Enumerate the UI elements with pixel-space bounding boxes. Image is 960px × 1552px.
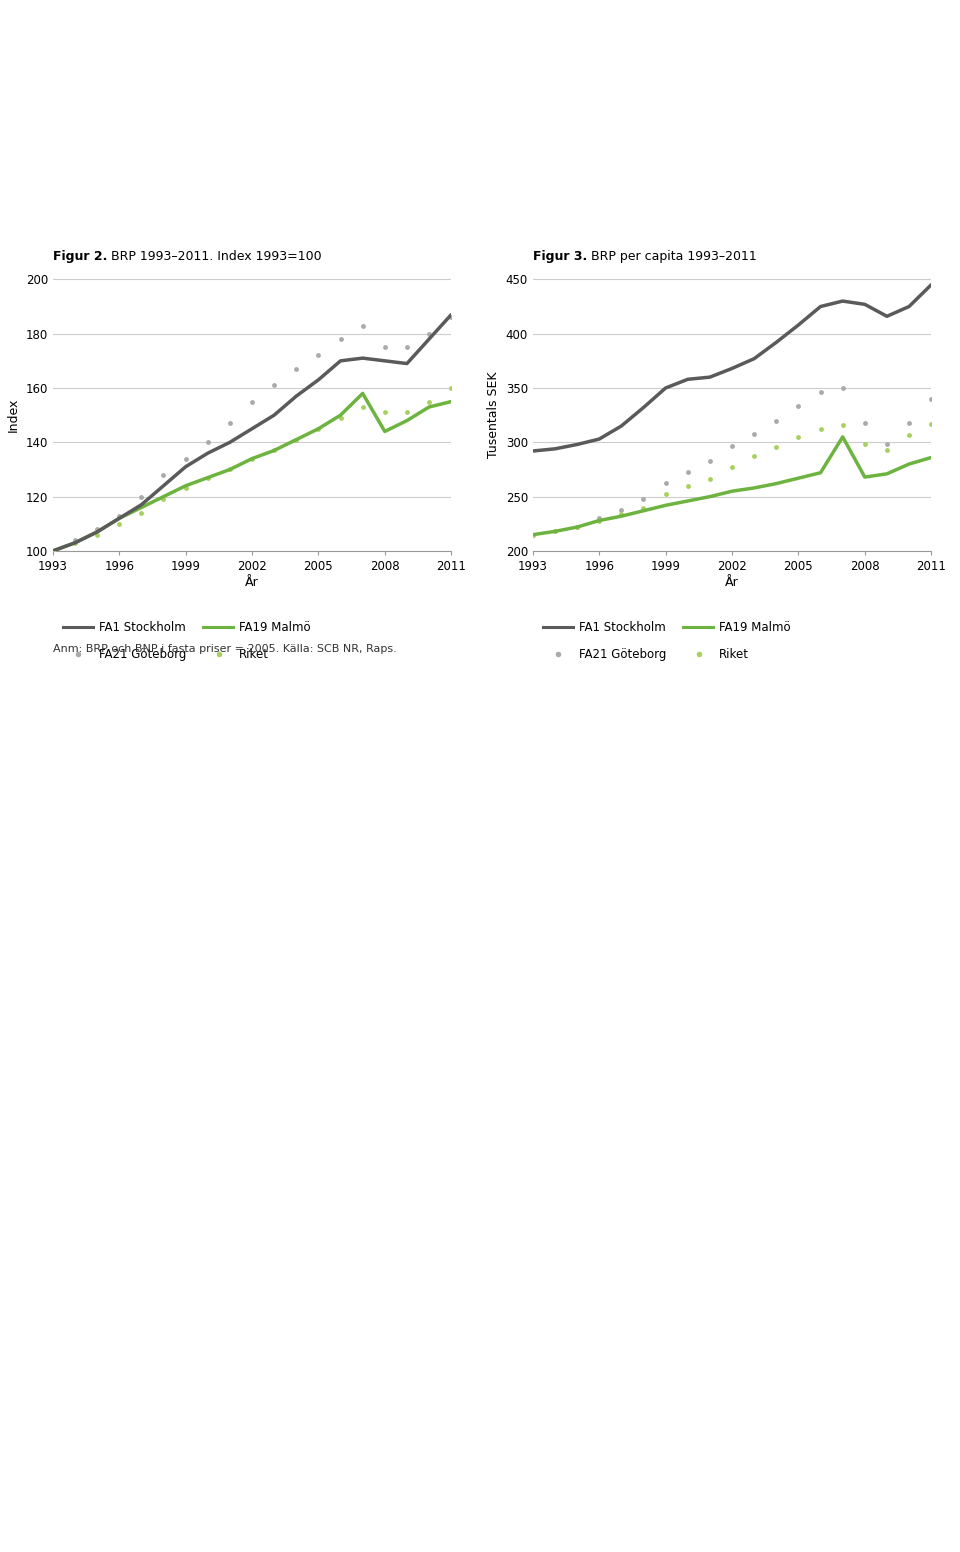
X-axis label: År: År — [245, 576, 259, 588]
Legend: FA21 Göteborg, Riket: FA21 Göteborg, Riket — [59, 644, 274, 666]
Text: BRP per capita 1993–2011: BRP per capita 1993–2011 — [588, 250, 756, 262]
Text: Anm: BRP och BNP i fasta priser = 2005. Källa: SCB NR, Raps.: Anm: BRP och BNP i fasta priser = 2005. … — [53, 644, 396, 653]
Y-axis label: Index: Index — [7, 397, 20, 433]
Text: Figur 3.: Figur 3. — [533, 250, 588, 262]
Y-axis label: Tusentals SEK: Tusentals SEK — [487, 372, 500, 458]
Text: BRP 1993–2011. Index 1993=100: BRP 1993–2011. Index 1993=100 — [108, 250, 322, 262]
Legend: FA21 Göteborg, Riket: FA21 Göteborg, Riket — [539, 644, 754, 666]
Text: Figur 2.: Figur 2. — [53, 250, 108, 262]
X-axis label: År: År — [725, 576, 739, 588]
